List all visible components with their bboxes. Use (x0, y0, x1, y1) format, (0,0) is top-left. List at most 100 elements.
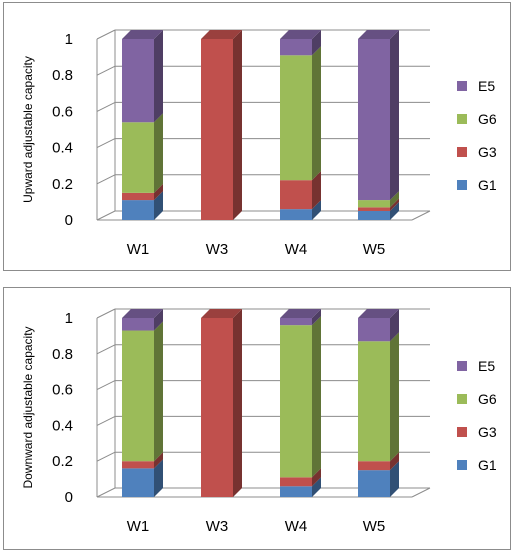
x-tick-label: W4 (285, 518, 308, 535)
legend-swatch-g3 (457, 427, 467, 437)
bar-segment-w1-g6 (122, 113, 163, 193)
bar-segment-w1-e5-side (154, 309, 163, 331)
gridline-depth (96, 487, 116, 498)
bar-top-w5 (358, 309, 399, 318)
legend: E5 G6 G3 G1 (457, 78, 497, 193)
y-axis-title: Upward adjustable capacity (21, 56, 35, 203)
bar-top-w4 (280, 309, 321, 318)
bar-segment-w1-g1-side (154, 191, 163, 220)
bar-segment-w3-g3-side (233, 309, 242, 497)
y-tick-label: 0 (65, 489, 73, 506)
gridline-depth (96, 344, 116, 355)
legend-swatch-g6 (457, 394, 467, 404)
gridline-depth (96, 138, 116, 149)
bar-segment-w1-e5-side (154, 30, 163, 123)
bar-segment-w5-g3-front (358, 461, 390, 471)
x-tick-label: W4 (285, 241, 308, 258)
bar-top-w3 (201, 309, 242, 318)
bar-segment-w1-g1 (122, 191, 163, 220)
bar-segment-w4-g1 (280, 200, 321, 220)
bar-segment-w4-g1-side (312, 477, 321, 497)
x-tick-label: W1 (127, 241, 150, 258)
floor-edge (411, 487, 431, 498)
bar-segment-w1-g1-side (154, 459, 163, 497)
bar-top-w1 (122, 30, 163, 39)
bar-segment-w3-g3-front (201, 39, 233, 220)
bar-segment-w5-g3-front (358, 207, 390, 211)
bar-segment-w5-e5 (358, 30, 399, 201)
bar-segment-w4-g6 (280, 46, 321, 181)
gridline-depth (96, 65, 116, 76)
bar-segment-w4-g1-side (312, 200, 321, 220)
legend-label-g6: G6 (478, 391, 497, 407)
bar-segment-w5-g6-side (390, 191, 399, 208)
bar-segment-w5-e5-side (390, 30, 399, 201)
gridline-depth (96, 210, 116, 221)
bar-segment-w1-e5 (122, 309, 163, 331)
bar-segment-w1-g6 (122, 321, 163, 462)
y-tick-label: 0.4 (52, 140, 73, 157)
bar-segment-w1-g3 (122, 452, 163, 469)
bar-segment-w1-g3-front (122, 192, 154, 201)
y-axis-title: Downward adjustable capacity (21, 326, 35, 488)
bar-segment-w5-g1 (358, 461, 399, 497)
legend-label-g1: G1 (478, 177, 497, 193)
gridline-depth (96, 415, 116, 426)
bar-segment-w5-g6-front (358, 200, 390, 208)
bar-segment-w3-g3 (201, 30, 242, 220)
gridline-depth (96, 308, 116, 319)
bar-segment-w4-e5-side (312, 309, 321, 326)
bar-segment-w5-g1-side (390, 201, 399, 220)
bar-segment-w4-g6-side (312, 46, 321, 181)
downward-capacity-chart: 0 0.2 0.4 0.6 0.8 1 Downward adjustable capaci… (3, 287, 511, 550)
gridline-depth (96, 451, 116, 462)
bar-segment-w1-g6-front (122, 122, 154, 193)
bar-segment-w4-e5-front (280, 39, 312, 56)
chart-frame (3, 287, 511, 550)
bar-segment-w1-g1-front (122, 468, 154, 497)
bar-segment-w1-e5 (122, 30, 163, 123)
y-tick-label: 0.6 (52, 382, 73, 399)
gridline-depth (96, 29, 116, 40)
gridline-depth (96, 174, 116, 185)
bar-segment-w4-g1-front (280, 486, 312, 497)
upward-capacity-chart: 0 0.2 0.4 0.6 0.8 1 Upward adjustable capacity… (3, 2, 511, 271)
bar-segment-w4-e5 (280, 30, 321, 56)
bar-w3 (201, 309, 242, 497)
bar-segment-w5-g1-front (358, 210, 390, 220)
bar-segment-w4-e5-side (312, 30, 321, 56)
bar-top-w1 (122, 309, 163, 318)
bar-segment-w5-e5-front (358, 318, 390, 342)
bar-segment-w1-g3-side (154, 452, 163, 469)
legend-label-g6: G6 (478, 111, 497, 127)
bar-w1 (122, 30, 163, 220)
legend-label-g3: G3 (478, 424, 497, 440)
legend-swatch-g1 (457, 460, 467, 470)
bar-segment-w4-g6 (280, 316, 321, 478)
bar-segment-w4-g1-front (280, 209, 312, 220)
bar-w5 (358, 309, 399, 497)
y-tick-label: 1 (65, 310, 73, 327)
y-tick-label: 1 (65, 31, 73, 48)
legend-swatch-g3 (457, 147, 467, 157)
bar-segment-w5-g6 (358, 191, 399, 208)
bar-segment-w1-g3-front (122, 461, 154, 469)
bar-segment-w4-g3 (280, 468, 321, 487)
y-tick-label: 0 (65, 212, 73, 229)
bar-w1 (122, 309, 163, 497)
bar-segment-w1-g6-side (154, 113, 163, 193)
bar-segment-w4-e5 (280, 309, 321, 326)
x-tick-label: W3 (206, 518, 229, 535)
bar-segment-w1-g6-front (122, 330, 154, 462)
bar-segment-w1-e5-front (122, 318, 154, 331)
bar-segment-w5-e5-front (358, 39, 390, 201)
bar-segment-w5-g3-side (390, 452, 399, 471)
y-tick-label: 0.4 (52, 417, 73, 434)
bar-segment-w5-g3 (358, 198, 399, 211)
bar-segment-w4-g1 (280, 477, 321, 497)
bar-segment-w4-g3-front (280, 180, 312, 210)
bar-w3 (201, 30, 242, 220)
legend-label-g1: G1 (478, 457, 497, 473)
legend-label-e5: E5 (478, 78, 495, 94)
